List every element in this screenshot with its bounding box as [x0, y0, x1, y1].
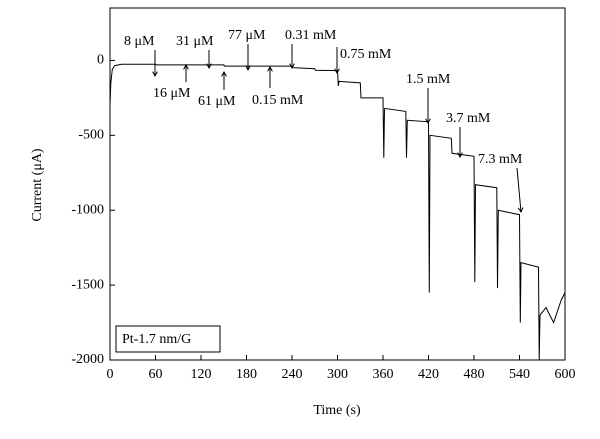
y-tick-label: -1500 — [71, 277, 104, 292]
annotation: 1.5 mM — [406, 72, 451, 87]
y-tick-label: 0 — [97, 53, 104, 68]
annotation-arrow — [221, 70, 227, 90]
annotation: 61 μM — [198, 94, 236, 109]
annotation-arrow — [289, 44, 295, 70]
x-tick-label: 300 — [327, 367, 348, 382]
x-tick-label: 180 — [236, 367, 257, 382]
annotation: 7.3 mM — [478, 152, 523, 167]
annotation: 0.15 mM — [252, 93, 304, 108]
annotation: 3.7 mM — [446, 111, 491, 126]
annotation-arrow — [206, 50, 212, 70]
y-axis-title: Current (μA) — [30, 148, 45, 222]
annotation-arrow — [183, 63, 189, 82]
annotation: 16 μM — [153, 86, 191, 101]
x-tick-label: 480 — [464, 367, 485, 382]
y-tick-label: -500 — [78, 128, 104, 143]
annotation-arrow — [334, 47, 340, 75]
x-tick-label: 120 — [191, 367, 212, 382]
annotation-arrow — [425, 88, 431, 125]
annotation-arrow — [516, 167, 524, 214]
annotation-arrow — [152, 50, 158, 78]
x-tick-label: 420 — [418, 367, 439, 382]
x-tick-label: 240 — [282, 367, 303, 382]
x-axis-title: Time (s) — [313, 403, 361, 418]
x-tick-label: 0 — [107, 367, 114, 382]
legend-box — [115, 325, 221, 353]
annotation-arrow — [245, 44, 251, 72]
annotation: 77 μM — [228, 28, 266, 43]
annotation: 8 μM — [124, 34, 155, 49]
x-tick-label: 600 — [555, 367, 576, 382]
y-tick-label: -2000 — [71, 352, 104, 367]
annotation-arrow — [267, 65, 273, 88]
x-tick-label: 360 — [373, 367, 394, 382]
annotation: 0.31 mM — [285, 28, 337, 43]
legend-text: Pt-1.7 nm/G — [122, 332, 191, 347]
annotation: 0.75 mM — [340, 47, 392, 62]
y-tick-label: -1000 — [71, 202, 104, 217]
annotation-arrow — [457, 127, 463, 159]
x-tick-label: 540 — [509, 367, 530, 382]
annotation: 31 μM — [176, 34, 214, 49]
x-tick-label: 60 — [149, 367, 163, 382]
data-line — [109, 63, 566, 361]
